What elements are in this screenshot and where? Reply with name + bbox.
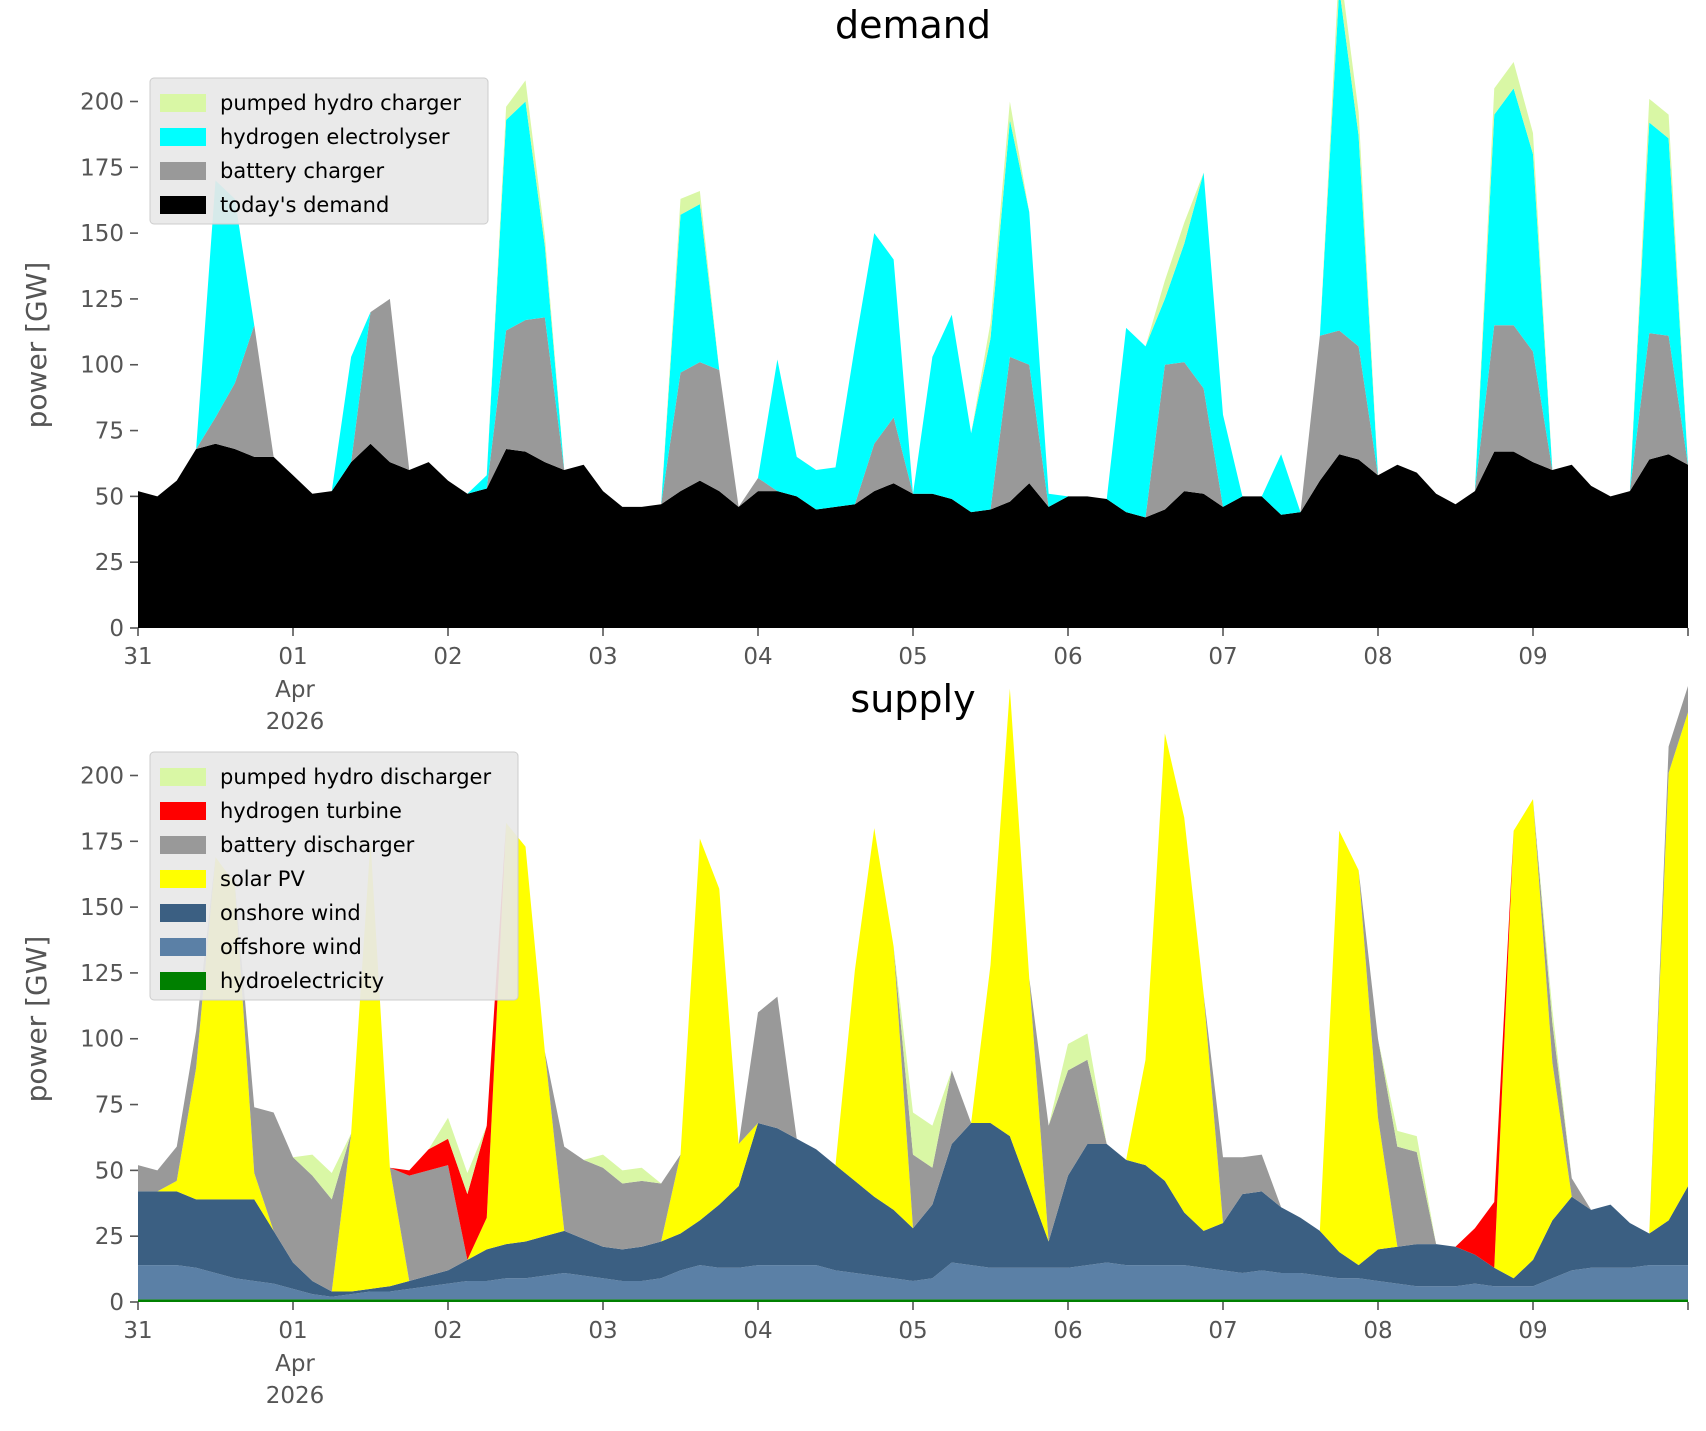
legend-swatch-hydrogen-turbine (160, 802, 206, 820)
legend-label: pumped hydro discharger (220, 765, 491, 789)
area-solar-pv (138, 688, 1688, 1292)
y-tick-label: 100 (80, 1027, 124, 1053)
y-axis-label: power [GW] (20, 936, 53, 1103)
x-tick-label: 05 (898, 644, 927, 670)
legend-label: battery discharger (220, 833, 415, 857)
x-tick-label: 09 (1518, 1318, 1547, 1344)
legend-label: pumped hydro charger (220, 91, 461, 115)
area-onshore-wind (138, 1122, 1688, 1297)
y-axis: 0 25 50 75 100 125 150 175 200 power [GW] (20, 763, 138, 1316)
x-tick-label: 02 (433, 644, 462, 670)
y-tick-label: 200 (80, 89, 124, 115)
legend-label: solar PV (220, 867, 305, 891)
legend-swatch-offshore-wind (160, 938, 206, 956)
y-tick-label: 150 (80, 221, 124, 247)
area-battery-discharger (138, 685, 1688, 1292)
x-tick-sublabel-year: 2026 (266, 709, 325, 735)
x-tick-label: 06 (1053, 644, 1082, 670)
area-hydrogen-electrolyser (138, 0, 1688, 518)
x-tick-label: 03 (588, 644, 617, 670)
legend-swatch-pumped-hydro-discharger (160, 768, 206, 786)
legend-swatch-battery-discharger (160, 836, 206, 854)
x-tick-label: 01 (278, 644, 307, 670)
y-tick-label: 125 (80, 287, 124, 313)
x-tick-sublabel-year: 2026 (266, 1383, 325, 1409)
y-tick-label: 0 (109, 616, 124, 642)
legend-label: battery charger (220, 159, 385, 183)
x-tick-label: 07 (1208, 1318, 1237, 1344)
legend-label: offshore wind (220, 935, 362, 959)
y-tick-label: 50 (95, 484, 124, 510)
legend-label: hydrogen turbine (220, 799, 402, 823)
x-tick-label: 01 (278, 1318, 307, 1344)
x-tick-label: 04 (743, 1318, 772, 1344)
legend-label: today's demand (220, 193, 389, 217)
area-battery-charger (138, 298, 1688, 518)
y-tick-label: 25 (95, 1224, 124, 1250)
y-tick-label: 125 (80, 961, 124, 987)
x-tick-label: 04 (743, 644, 772, 670)
legend: pumped hydro charger hydrogen electrolyse… (149, 77, 489, 225)
x-axis: 31 01 Apr 2026 02 03 04 05 06 07 08 09 (123, 1302, 1689, 1409)
legend-swatch-today-s-demand (160, 196, 206, 214)
legend-swatch-battery-charger (160, 162, 206, 180)
legend-label: hydrogen electrolyser (220, 125, 450, 149)
legend-swatch-hydrogen-electrolyser (160, 128, 206, 146)
legend-swatch-pumped-hydro-charger (160, 94, 206, 112)
x-tick-label: 09 (1518, 644, 1547, 670)
y-axis: 0 25 50 75 100 125 150 175 200 power [GW] (20, 89, 138, 642)
legend-box (149, 77, 489, 225)
area-pumped-hydro-discharger (138, 685, 1688, 1247)
x-tick-label: 06 (1053, 1318, 1082, 1344)
x-tick-label: 03 (588, 1318, 617, 1344)
area-hydroelectricity (138, 1299, 1688, 1302)
legend-label: hydroelectricity (220, 969, 384, 993)
series-areas (138, 685, 1688, 1302)
supply-chart: supply 0 25 50 75 100 125 150 175 200 power [GW] 31… (20, 677, 1689, 1409)
x-tick-label: 05 (898, 1318, 927, 1344)
chart-title: supply (850, 677, 975, 721)
legend-swatch-solar-pv (160, 870, 206, 888)
x-tick-label: 07 (1208, 644, 1237, 670)
y-tick-label: 75 (95, 1093, 124, 1119)
area-offshore-wind (138, 1262, 1688, 1300)
legend-swatch-onshore-wind (160, 904, 206, 922)
y-tick-label: 50 (95, 1158, 124, 1184)
x-tick-label: 02 (433, 1318, 462, 1344)
x-tick-label: 08 (1363, 644, 1392, 670)
y-tick-label: 175 (80, 829, 124, 855)
x-tick-sublabel-month: Apr (275, 1351, 315, 1377)
legend-box (149, 751, 519, 1001)
legend: pumped hydro discharger hydrogen turbine b… (149, 751, 519, 1001)
y-tick-label: 200 (80, 763, 124, 789)
y-axis-label: power [GW] (20, 262, 53, 429)
y-tick-label: 0 (109, 1290, 124, 1316)
x-tick-label: 31 (123, 1318, 152, 1344)
legend-label: onshore wind (220, 901, 361, 925)
x-axis: 31 01 Apr 2026 02 03 04 05 06 07 08 09 (123, 628, 1689, 735)
y-tick-label: 150 (80, 895, 124, 921)
y-tick-label: 100 (80, 353, 124, 379)
y-tick-label: 175 (80, 155, 124, 181)
y-tick-label: 25 (95, 550, 124, 576)
demand-chart: demand 0 25 50 75 100 125 150 175 200 power [GW] 31… (20, 0, 1689, 735)
x-tick-sublabel-month: Apr (275, 677, 315, 703)
area-today-s-demand (138, 443, 1688, 628)
x-tick-label: 08 (1363, 1318, 1392, 1344)
x-tick-label: 31 (123, 644, 152, 670)
series-areas (138, 0, 1688, 628)
y-tick-label: 75 (95, 419, 124, 445)
legend-swatch-hydroelectricity (160, 972, 206, 990)
chart-title: demand (835, 3, 991, 47)
